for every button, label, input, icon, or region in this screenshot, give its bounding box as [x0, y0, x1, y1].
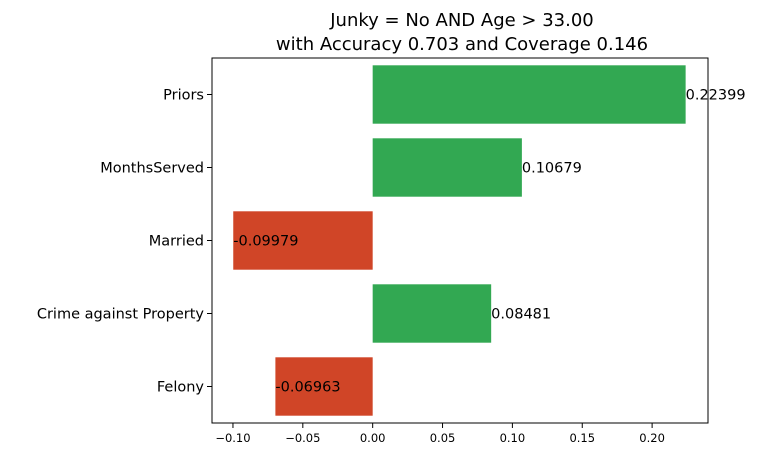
plot-frame — [211, 57, 709, 424]
y-category-label-0: Priors — [163, 88, 204, 104]
x-tick-label-3: 0.05 — [430, 431, 456, 445]
x-tick-label-4: 0.10 — [500, 431, 526, 445]
x-tick-label-1: −0.05 — [285, 431, 320, 445]
x-tick-label-6: 0.20 — [639, 431, 665, 445]
chart-title-line-1: Junky = No AND Age > 33.00 — [329, 10, 594, 31]
bar-value-label-0: 0.22399 — [686, 88, 746, 104]
y-axis-labels: Priors MonthsServed Married Crime against P… — [37, 88, 212, 396]
x-axis: −0.10 −0.05 0.00 0.05 0.10 0.15 0.20 — [215, 423, 665, 445]
bar-1 — [372, 138, 522, 197]
y-category-label-3: Crime against Property — [37, 307, 205, 323]
y-category-label-4: Felony — [157, 380, 205, 396]
y-category-label-2: Married — [149, 234, 204, 250]
bars: 0.22399 0.10679 -0.09979 0.08481 -0.06963 — [233, 65, 746, 416]
bar-0 — [372, 65, 686, 124]
bar-value-label-3: 0.08481 — [491, 307, 551, 323]
x-tick-label-5: 0.15 — [569, 431, 595, 445]
bar-value-label-2: -0.09979 — [233, 234, 298, 250]
y-category-label-1: MonthsServed — [100, 161, 204, 177]
x-tick-label-2: 0.00 — [360, 431, 386, 445]
bar-4 — [275, 357, 373, 416]
x-tick-label-0: −0.10 — [215, 431, 250, 445]
bar-3 — [372, 284, 492, 343]
chart-title-line-2: with Accuracy 0.703 and Coverage 0.146 — [276, 34, 648, 55]
bar-2 — [233, 211, 373, 270]
bar-value-label-1: 0.10679 — [522, 161, 582, 177]
bar-value-label-4: -0.06963 — [275, 380, 340, 396]
